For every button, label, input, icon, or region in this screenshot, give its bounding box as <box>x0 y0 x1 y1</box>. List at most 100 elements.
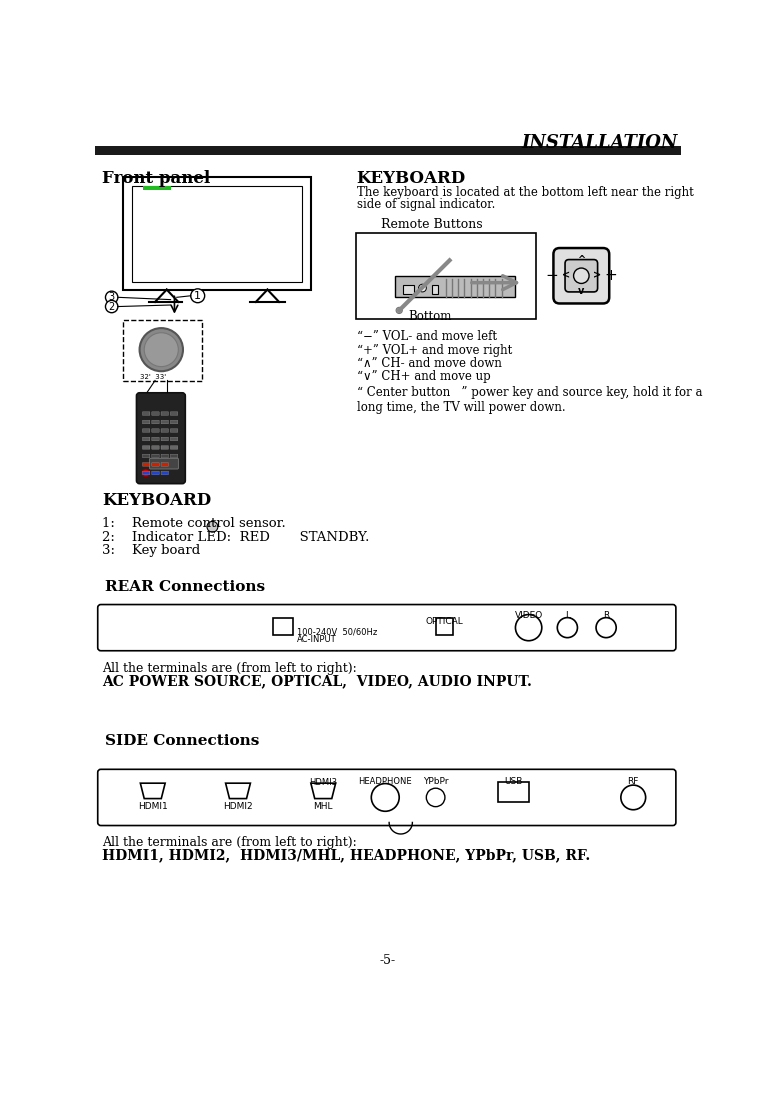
FancyBboxPatch shape <box>142 412 150 415</box>
Text: 3:    Key board: 3: Key board <box>102 545 201 558</box>
Bar <box>395 276 516 298</box>
Circle shape <box>516 615 542 641</box>
Text: HDMI1: HDMI1 <box>138 802 167 810</box>
Circle shape <box>396 307 402 314</box>
Text: 100-240V  50/60Hz: 100-240V 50/60Hz <box>297 628 377 637</box>
Circle shape <box>139 328 183 371</box>
FancyBboxPatch shape <box>161 455 169 458</box>
Bar <box>431 285 438 294</box>
Circle shape <box>596 618 616 638</box>
Text: “−” VOL- and move left: “−” VOL- and move left <box>357 330 497 344</box>
Circle shape <box>426 788 445 807</box>
Text: ^: ^ <box>578 256 585 266</box>
Text: “+” VOL+ and move right: “+” VOL+ and move right <box>357 344 512 357</box>
Text: +: + <box>604 268 617 283</box>
Text: “∧” CH- and move down: “∧” CH- and move down <box>357 357 501 370</box>
Text: RF: RF <box>628 777 639 786</box>
FancyBboxPatch shape <box>151 421 159 424</box>
Text: L: L <box>565 610 570 619</box>
Text: HDMI3: HDMI3 <box>310 777 338 787</box>
Text: Front panel: Front panel <box>102 170 210 188</box>
Text: >: > <box>593 271 601 281</box>
Text: 2:    Indicator LED:  RED       STANDBY.: 2: Indicator LED: RED STANDBY. <box>102 530 369 544</box>
Polygon shape <box>140 783 165 798</box>
Bar <box>403 285 414 294</box>
FancyBboxPatch shape <box>151 428 159 433</box>
Circle shape <box>105 301 118 313</box>
FancyBboxPatch shape <box>151 462 159 467</box>
Text: AC POWER SOURCE, OPTICAL,  VIDEO, AUDIO INPUT.: AC POWER SOURCE, OPTICAL, VIDEO, AUDIO I… <box>102 674 532 687</box>
Circle shape <box>145 333 179 367</box>
Text: 2: 2 <box>108 302 115 312</box>
Circle shape <box>142 469 150 477</box>
Bar <box>497 782 528 802</box>
FancyBboxPatch shape <box>151 455 159 458</box>
Text: All the terminals are (from left to right):: All the terminals are (from left to righ… <box>102 837 357 850</box>
Text: INSTALLATION: INSTALLATION <box>521 134 678 152</box>
FancyBboxPatch shape <box>161 412 169 415</box>
Bar <box>273 618 293 636</box>
Text: The keyboard is located at the bottom left near the right: The keyboard is located at the bottom le… <box>357 186 693 199</box>
FancyBboxPatch shape <box>98 770 676 826</box>
FancyBboxPatch shape <box>565 259 597 292</box>
Circle shape <box>621 785 646 809</box>
FancyBboxPatch shape <box>170 455 178 458</box>
Bar <box>435 618 453 636</box>
FancyBboxPatch shape <box>98 605 676 651</box>
Text: “∨” CH+ and move up: “∨” CH+ and move up <box>357 370 491 383</box>
Bar <box>143 187 170 190</box>
FancyBboxPatch shape <box>142 421 150 424</box>
Text: All the terminals are (from left to right):: All the terminals are (from left to righ… <box>102 661 357 674</box>
FancyBboxPatch shape <box>132 186 302 282</box>
Text: REAR Connections: REAR Connections <box>105 580 266 594</box>
Text: 1:    Remote control sensor.: 1: Remote control sensor. <box>102 517 286 529</box>
Text: v: v <box>578 287 584 296</box>
Text: 3: 3 <box>108 292 115 302</box>
Text: OPTICAL: OPTICAL <box>425 617 463 626</box>
FancyBboxPatch shape <box>151 446 159 449</box>
Text: MHL: MHL <box>313 802 333 810</box>
FancyBboxPatch shape <box>123 177 311 290</box>
FancyBboxPatch shape <box>170 412 178 415</box>
FancyBboxPatch shape <box>161 446 169 449</box>
Text: “ Center button   ” power key and source key, hold it for a
long time, the TV wi: “ Center button ” power key and source k… <box>357 385 702 414</box>
FancyBboxPatch shape <box>142 471 150 474</box>
FancyBboxPatch shape <box>161 437 169 440</box>
FancyBboxPatch shape <box>142 437 150 440</box>
FancyBboxPatch shape <box>151 437 159 440</box>
FancyBboxPatch shape <box>170 421 178 424</box>
Bar <box>95 146 681 155</box>
Text: SIDE Connections: SIDE Connections <box>105 733 260 748</box>
FancyBboxPatch shape <box>356 233 536 318</box>
Text: VIDEO: VIDEO <box>515 610 543 619</box>
FancyBboxPatch shape <box>161 462 169 467</box>
Circle shape <box>574 268 589 283</box>
Circle shape <box>419 284 426 292</box>
FancyBboxPatch shape <box>142 462 150 467</box>
FancyBboxPatch shape <box>142 455 150 458</box>
Polygon shape <box>226 783 251 798</box>
Text: side of signal indicator.: side of signal indicator. <box>357 198 495 211</box>
FancyBboxPatch shape <box>161 421 169 424</box>
FancyBboxPatch shape <box>553 248 609 303</box>
Circle shape <box>371 784 399 811</box>
FancyBboxPatch shape <box>123 320 202 381</box>
Text: Bottom: Bottom <box>409 311 452 324</box>
FancyBboxPatch shape <box>151 471 159 474</box>
Circle shape <box>191 289 204 303</box>
Text: 1: 1 <box>195 291 201 301</box>
Text: −: − <box>546 268 558 283</box>
Text: R: R <box>603 610 609 619</box>
FancyBboxPatch shape <box>142 446 150 449</box>
Text: Remote Buttons: Remote Buttons <box>382 219 483 231</box>
Circle shape <box>207 522 218 533</box>
Text: <: < <box>562 271 570 281</box>
FancyBboxPatch shape <box>161 471 169 474</box>
FancyBboxPatch shape <box>170 428 178 433</box>
FancyBboxPatch shape <box>136 393 185 483</box>
Text: USB: USB <box>504 777 522 786</box>
FancyBboxPatch shape <box>142 428 150 433</box>
Text: HEADPHONE: HEADPHONE <box>358 777 412 786</box>
Text: YPbPr: YPbPr <box>423 777 448 786</box>
FancyBboxPatch shape <box>161 428 169 433</box>
